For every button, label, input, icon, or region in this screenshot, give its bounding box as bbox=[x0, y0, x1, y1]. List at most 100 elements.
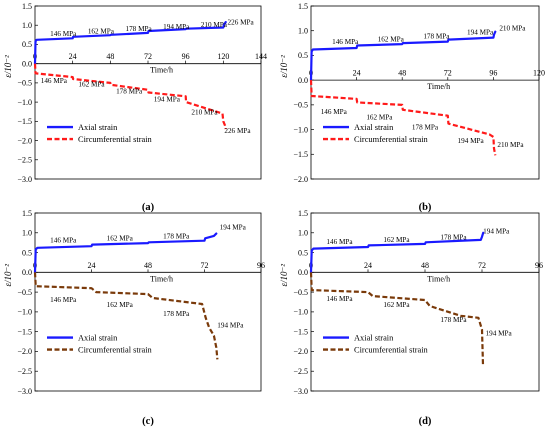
series-line-circumferential bbox=[33, 63, 227, 130]
series-line-circumferential bbox=[33, 272, 219, 360]
stress-annotation: 178 MPa bbox=[440, 316, 467, 324]
y-tick-label: −2.5 bbox=[17, 156, 32, 165]
stress-annotation: 178 MPa bbox=[423, 33, 450, 41]
y-tick-label: 1.0 bbox=[22, 21, 32, 30]
x-tick-label: 144 bbox=[255, 52, 267, 61]
stress-annotation: 162 MPa bbox=[107, 235, 134, 243]
y-tick-label: −1.0 bbox=[293, 308, 308, 317]
y-tick-label: −1.0 bbox=[293, 125, 308, 134]
y-tick-label: 0.0 bbox=[22, 268, 32, 277]
y-tick-label: −2.0 bbox=[293, 175, 308, 184]
plot-frame bbox=[34, 212, 262, 392]
x-tick-label: 48 bbox=[144, 261, 152, 270]
y-tick-label: −1.0 bbox=[17, 98, 32, 107]
series-line-circumferential bbox=[309, 272, 485, 366]
stress-annotation: 146 MPa bbox=[326, 295, 353, 303]
chart-panel-2: 1.51.00.50.0−0.5−1.0−1.5−2.00 24 48 72 96 120… bbox=[279, 2, 545, 213]
legend-label: Axial strain bbox=[78, 334, 118, 343]
stress-annotation: 146 MPa bbox=[41, 77, 68, 85]
stress-annotation: 178 MPa bbox=[440, 234, 467, 242]
x-tick-label: 48 bbox=[106, 52, 114, 61]
y-tick-label: −2.5 bbox=[293, 367, 308, 376]
x-tick-label: 48 bbox=[421, 261, 429, 270]
y-tick-label: 1.0 bbox=[22, 229, 32, 238]
y-axis-label: ε/10⁻² bbox=[279, 264, 289, 287]
stress-annotation: 162 MPa bbox=[78, 81, 105, 89]
stress-annotation: 162 MPa bbox=[378, 36, 405, 44]
plot-frame bbox=[34, 5, 262, 180]
y-tick-label: 0.5 bbox=[22, 248, 32, 257]
x-tick-label: 72 bbox=[478, 261, 486, 270]
stress-annotation: 146 MPa bbox=[50, 296, 77, 304]
x-tick-label: 24 bbox=[88, 261, 96, 270]
chart-panel-1: 1.51.00.50.0−0.5−1.0−1.5−2.0−2.5−3.00 24 4… bbox=[3, 2, 267, 213]
y-tick-label: −3.0 bbox=[293, 387, 308, 396]
stress-annotation: 194 MPa bbox=[163, 23, 190, 31]
stress-annotation: 146 MPa bbox=[50, 237, 77, 245]
stress-annotation: 194 MPa bbox=[220, 224, 247, 232]
y-tick-label: −3.0 bbox=[17, 387, 32, 396]
series-line-circumferential bbox=[309, 80, 497, 156]
y-tick-label: −2.0 bbox=[17, 347, 32, 356]
y-tick-label: −2.5 bbox=[17, 367, 32, 376]
chart-panel-4: 1.51.00.50.0−0.5−1.0−1.5−2.0−2.5−3.00 24 4… bbox=[279, 209, 543, 427]
x-axis-label: Time/h bbox=[427, 274, 450, 283]
y-tick-label: −0.5 bbox=[17, 79, 32, 88]
stress-annotation: 146 MPa bbox=[321, 108, 348, 116]
series-line-axial bbox=[309, 30, 497, 82]
stress-annotation: 162 MPa bbox=[366, 114, 393, 122]
y-tick-label: 0.5 bbox=[298, 248, 308, 257]
x-axis-label: Time/h bbox=[150, 66, 173, 75]
series-line-axial bbox=[33, 21, 227, 65]
x-tick-label: 48 bbox=[398, 69, 406, 78]
y-tick-label: −3.0 bbox=[17, 175, 32, 184]
legend-label: Circumferential strain bbox=[78, 346, 153, 355]
legend-label: Axial strain bbox=[354, 334, 394, 343]
x-tick-label: 96 bbox=[489, 69, 497, 78]
legend-label: Axial strain bbox=[354, 123, 394, 132]
y-tick-label: −1.5 bbox=[293, 327, 308, 336]
stress-annotation: 162 MPa bbox=[88, 28, 115, 36]
y-tick-label: 1.5 bbox=[22, 209, 32, 218]
y-tick-label: 0.0 bbox=[22, 59, 32, 68]
x-axis-label: Time/h bbox=[427, 82, 450, 91]
x-tick-label: 120 bbox=[533, 69, 545, 78]
stress-annotation: 146 MPa bbox=[326, 238, 353, 246]
legend-label: Axial strain bbox=[78, 123, 118, 132]
y-tick-label: 1.5 bbox=[22, 2, 32, 11]
x-tick-label: 72 bbox=[201, 261, 209, 270]
stress-annotation: 194 MPa bbox=[483, 228, 510, 236]
stress-annotation: 178 MPa bbox=[163, 232, 190, 240]
y-tick-label: 0.0 bbox=[298, 268, 308, 277]
stress-annotation: 194 MPa bbox=[458, 137, 485, 145]
y-tick-label: 0.0 bbox=[298, 76, 308, 85]
x-tick-label: 72 bbox=[144, 52, 152, 61]
y-axis-label: ε/10⁻² bbox=[279, 55, 289, 78]
x-tick-label: 120 bbox=[217, 52, 229, 61]
y-axis-label: ε/10⁻² bbox=[3, 264, 13, 287]
x-tick-label: 24 bbox=[69, 52, 77, 61]
legend-label: Circumferential strain bbox=[354, 346, 429, 355]
y-tick-label: −0.5 bbox=[293, 101, 308, 110]
stress-annotation: 210 MPa bbox=[201, 21, 228, 29]
y-tick-label: −1.5 bbox=[17, 117, 32, 126]
y-tick-label: −1.5 bbox=[293, 150, 308, 159]
y-tick-label: −1.5 bbox=[17, 327, 32, 336]
series-line-axial bbox=[309, 231, 485, 274]
series-line-axial bbox=[33, 232, 218, 274]
stress-annotation: 162 MPa bbox=[107, 301, 134, 309]
stress-annotation: 178 MPa bbox=[125, 25, 152, 33]
legend-label: Circumferential strain bbox=[354, 135, 429, 144]
y-tick-label: −2.0 bbox=[17, 136, 32, 145]
stress-annotation: 146 MPa bbox=[50, 30, 77, 38]
stress-annotation: 210 MPa bbox=[499, 25, 526, 33]
stress-annotation: 178 MPa bbox=[163, 310, 190, 318]
x-tick-label: 96 bbox=[535, 261, 543, 270]
stress-annotation: 194 MPa bbox=[467, 29, 494, 37]
y-axis-label: ε/10⁻² bbox=[3, 55, 13, 78]
panel-label: (b) bbox=[419, 202, 432, 213]
legend-label: Circumferential strain bbox=[78, 135, 153, 144]
plot-frame bbox=[310, 212, 540, 392]
y-tick-label: 1.0 bbox=[298, 229, 308, 238]
